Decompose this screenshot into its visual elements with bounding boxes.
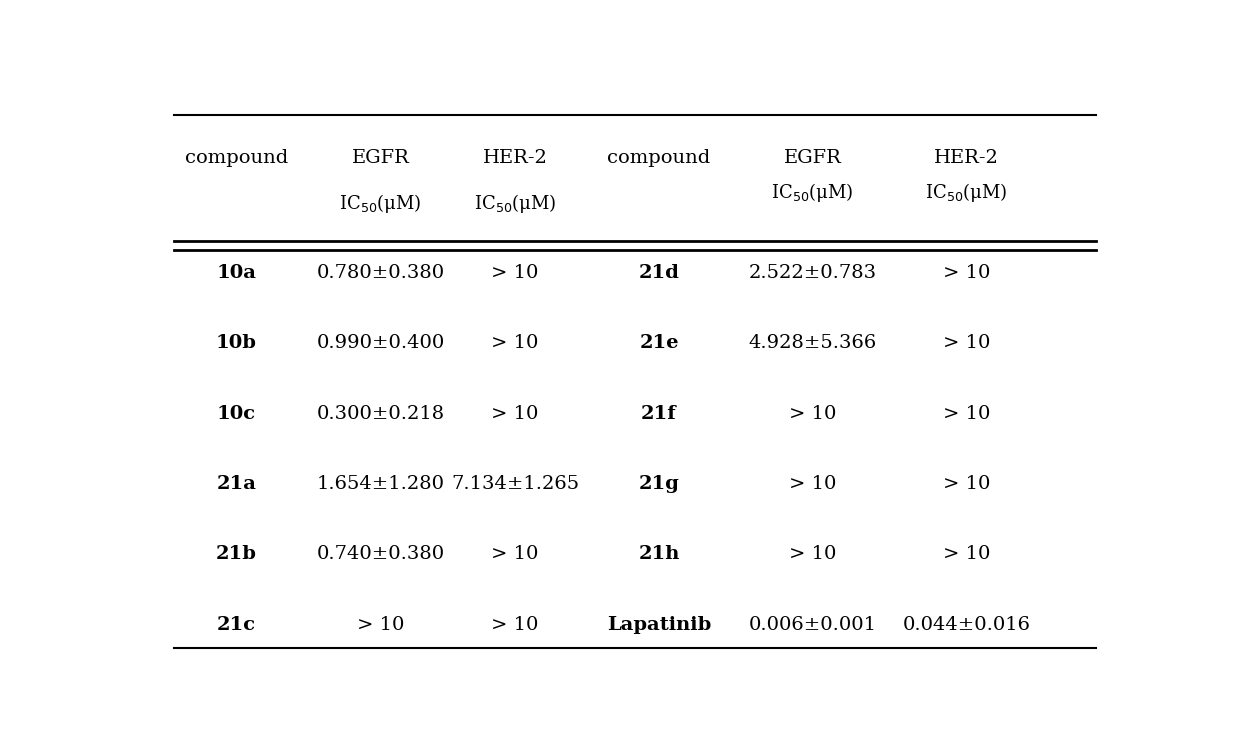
Text: 21a: 21a [217, 475, 256, 493]
Text: compound: compound [607, 149, 711, 167]
Text: HER-2: HER-2 [934, 149, 999, 167]
Text: IC$_{50}$(μM): IC$_{50}$(μM) [339, 193, 421, 215]
Text: IC$_{50}$(μM): IC$_{50}$(μM) [473, 193, 556, 215]
Text: 0.300±0.218: 0.300±0.218 [316, 405, 445, 423]
Text: Lapatinib: Lapatinib [607, 616, 711, 634]
Text: IC$_{50}$(μM): IC$_{50}$(μM) [926, 181, 1007, 204]
Text: > 10: > 10 [492, 334, 539, 352]
Text: > 10: > 10 [492, 545, 539, 563]
Text: 0.740±0.380: 0.740±0.380 [316, 545, 445, 563]
Text: > 10: > 10 [492, 616, 539, 634]
Text: 0.780±0.380: 0.780±0.380 [316, 263, 445, 281]
Text: 7.134±1.265: 7.134±1.265 [451, 475, 579, 493]
Text: 1.654±1.280: 1.654±1.280 [316, 475, 445, 493]
Text: EGFR: EGFR [352, 149, 409, 167]
Text: 10a: 10a [217, 263, 256, 281]
Text: 2.522±0.783: 2.522±0.783 [748, 263, 877, 281]
Text: > 10: > 10 [357, 616, 404, 634]
Text: 0.990±0.400: 0.990±0.400 [316, 334, 445, 352]
Text: 21g: 21g [638, 475, 679, 493]
Text: > 10: > 10 [943, 334, 990, 352]
Text: 21h: 21h [638, 545, 680, 563]
Text: > 10: > 10 [943, 263, 990, 281]
Text: HER-2: HER-2 [482, 149, 548, 167]
Text: 21e: 21e [639, 334, 679, 352]
Text: IC$_{50}$(μM): IC$_{50}$(μM) [772, 181, 854, 204]
Text: 21d: 21d [638, 263, 679, 281]
Text: 0.006±0.001: 0.006±0.001 [748, 616, 877, 634]
Text: > 10: > 10 [943, 475, 990, 493]
Text: > 10: > 10 [789, 475, 836, 493]
Text: 21f: 21f [641, 405, 676, 423]
Text: 21b: 21b [216, 545, 256, 563]
Text: > 10: > 10 [492, 263, 539, 281]
Text: 0.044±0.016: 0.044±0.016 [902, 616, 1031, 634]
Text: compound: compound [185, 149, 289, 167]
Text: > 10: > 10 [789, 405, 836, 423]
Text: EGFR: EGFR [784, 149, 841, 167]
Text: > 10: > 10 [492, 405, 539, 423]
Text: 10c: 10c [217, 405, 256, 423]
Text: > 10: > 10 [943, 545, 990, 563]
Text: > 10: > 10 [943, 405, 990, 423]
Text: 21c: 21c [217, 616, 256, 634]
Text: 4.928±5.366: 4.928±5.366 [748, 334, 877, 352]
Text: 10b: 10b [216, 334, 256, 352]
Text: > 10: > 10 [789, 545, 836, 563]
